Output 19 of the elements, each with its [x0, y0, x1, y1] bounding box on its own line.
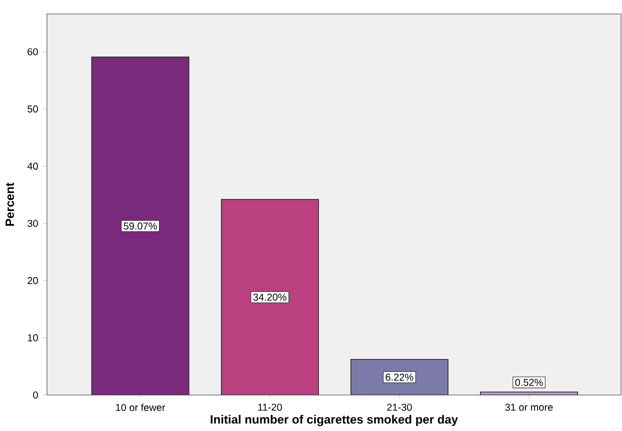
- y-tick-label: 10: [28, 334, 38, 342]
- y-tick-label: 0: [33, 391, 38, 399]
- y-tick-label: 20: [28, 277, 38, 284]
- x-tick-label: 21-30: [387, 404, 412, 411]
- y-tick-label: 40: [27, 162, 38, 170]
- x-tick-label: 11-20: [258, 404, 282, 411]
- x-tick-label: 31 or more: [505, 404, 553, 411]
- data-label: 6.22%: [386, 374, 414, 381]
- data-label: 0.52%: [515, 378, 543, 386]
- bar: [480, 392, 578, 395]
- y-tick-label: 60: [28, 48, 38, 56]
- y-axis-title: Percent: [6, 182, 14, 226]
- y-tick-label: 30: [28, 220, 38, 227]
- x-axis-title: Initial number of cigarettes smoked per day: [210, 414, 458, 426]
- x-tick-label: 10 or fewer: [116, 404, 166, 412]
- y-tick-label: 50: [28, 105, 38, 113]
- data-label: 59.07%: [124, 222, 157, 230]
- data-label: 34.20%: [253, 294, 286, 301]
- bar: [91, 56, 190, 395]
